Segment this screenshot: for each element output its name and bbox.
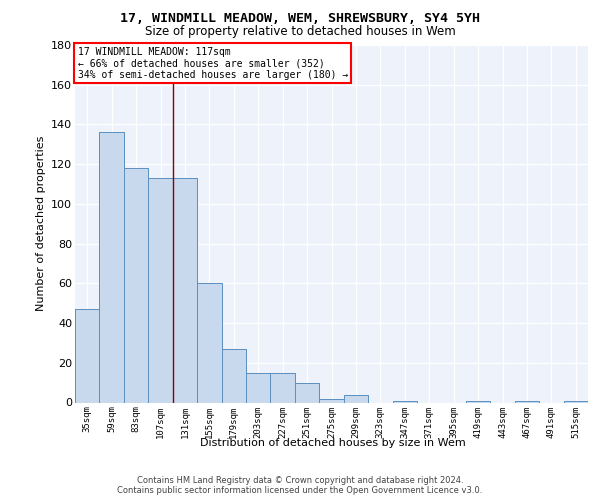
Bar (515, 400, 539, 402)
Bar (344, 394, 368, 402)
Bar (173, 178, 197, 402)
Bar (295, 382, 319, 402)
Text: 17, WINDMILL MEADOW, WEM, SHREWSBURY, SY4 5YH: 17, WINDMILL MEADOW, WEM, SHREWSBURY, SY… (120, 12, 480, 26)
Text: Size of property relative to detached houses in Wem: Size of property relative to detached ho… (145, 25, 455, 38)
Bar (148, 178, 173, 402)
Bar (271, 372, 295, 402)
Text: 17 WINDMILL MEADOW: 117sqm
← 66% of detached houses are smaller (352)
34% of sem: 17 WINDMILL MEADOW: 117sqm ← 66% of deta… (77, 47, 348, 80)
Bar (392, 400, 417, 402)
Text: Distribution of detached houses by size in Wem: Distribution of detached houses by size … (200, 438, 466, 448)
Bar (221, 349, 246, 403)
Bar (75, 309, 100, 402)
Bar (466, 400, 490, 402)
Text: Contains HM Land Registry data © Crown copyright and database right 2024.
Contai: Contains HM Land Registry data © Crown c… (118, 476, 482, 495)
Bar (563, 400, 588, 402)
Bar (197, 284, 221, 403)
Y-axis label: Number of detached properties: Number of detached properties (35, 136, 46, 312)
Bar (124, 168, 148, 402)
Bar (100, 132, 124, 402)
Bar (319, 398, 344, 402)
Bar (246, 372, 271, 402)
